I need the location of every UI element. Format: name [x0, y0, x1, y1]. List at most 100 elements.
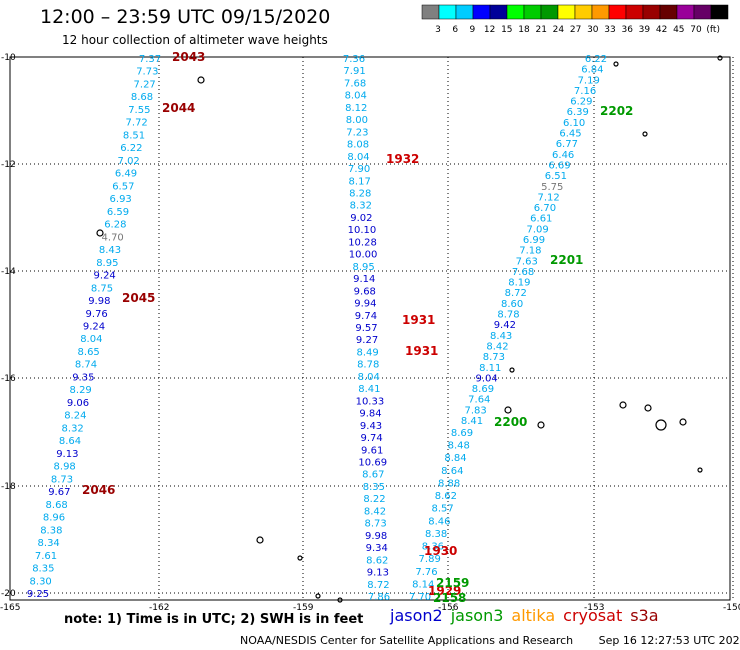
scale-label: 21: [535, 25, 546, 35]
pass-time-label: 2200: [494, 415, 527, 429]
track-b-value: 10.69: [358, 458, 387, 469]
pass-time-label: 2158: [433, 591, 466, 605]
track-b-value: 7.36: [343, 54, 365, 65]
track-b-value: 7.86: [368, 592, 390, 603]
track-c-value: 7.16: [574, 86, 596, 97]
credit-line: NOAA/NESDIS Center for Satellite Applica…: [240, 634, 740, 647]
track-c-value: 6.22: [585, 54, 607, 65]
track-b-value: 9.98: [365, 531, 387, 542]
color-swatch: [523, 4, 542, 20]
satellite-jason3: jason3: [450, 606, 504, 625]
scale-label: 45: [673, 25, 684, 35]
track-d-value: 8.14: [412, 579, 434, 590]
track-a-value: 7.27: [134, 79, 156, 90]
track-b-value: 9.02: [350, 213, 372, 224]
track-a-value: 8.04: [80, 334, 102, 345]
lat-label: -20: [1, 589, 16, 599]
map-grid: -10 -12 -14 -16 -18 -20 -165 -162 -159 -156 -153 -1…: [0, 53, 740, 613]
track-b-value: 9.13: [367, 568, 389, 579]
color-swatch: [472, 4, 491, 20]
track-d-value: 7.76: [415, 567, 437, 578]
credit-text: NOAA/NESDIS Center for Satellite Applica…: [240, 634, 574, 647]
color-swatch: [676, 4, 695, 20]
track-c-value: 7.19: [578, 75, 600, 86]
track-c-value: 8.42: [486, 341, 508, 352]
scale-label: 9: [470, 25, 476, 35]
track-c-value: 6.99: [523, 235, 545, 246]
pass-time-label: 2044: [162, 101, 195, 115]
satellite-jason2: jason2: [390, 606, 443, 625]
track-b-value: 9.94: [354, 299, 376, 310]
track-b-value: 9.74: [355, 311, 377, 322]
track-b-value: 8.04: [345, 91, 367, 102]
island-outline: [697, 467, 703, 473]
color-swatch: [608, 4, 627, 20]
island-outline: [642, 131, 648, 137]
pass-time-label: 2045: [122, 291, 155, 305]
satellite-altika: altika: [511, 606, 556, 625]
lat-label: -12: [1, 160, 16, 170]
track-b-value: 10.33: [356, 396, 385, 407]
pass-time-label: 2159: [436, 576, 469, 590]
island-outline: [613, 61, 619, 67]
timestamp-text: Sep 16 12:27:53 UTC 2020: [598, 634, 740, 647]
track-d-value: 8.64: [441, 466, 463, 477]
scale-label: 3: [435, 25, 441, 35]
track-c-value: 8.73: [483, 352, 505, 363]
satellite-legend: jason2 jason3 altika cryosat s3a: [390, 606, 667, 625]
track-d-value: 8.46: [428, 516, 450, 527]
track-b-value: 9.68: [354, 286, 376, 297]
track-c-value: 7.63: [516, 256, 538, 267]
track-a-value: 6.57: [112, 181, 134, 192]
track-a-value: 9.25: [27, 589, 49, 600]
lon-label: -165: [0, 603, 20, 613]
track-c-value: 8.43: [490, 331, 512, 342]
pass-time-label: 1929: [428, 584, 461, 598]
track-a-value: 9.35: [72, 372, 94, 383]
track-a-value: 9.98: [88, 296, 110, 307]
track-c-value: 6.77: [556, 139, 578, 150]
track-a-value: 6.49: [115, 169, 137, 180]
track-b-value: 7.68: [344, 78, 366, 89]
pass-time-label: 1930: [424, 544, 457, 558]
track-c-value: 9.04: [475, 373, 497, 384]
lon-label: -150: [723, 603, 740, 613]
track-b-value: 8.49: [357, 347, 379, 358]
pass-time-labels: 2043 2044 2045 2046 1932 1931 1931 1930 1929 2202…: [82, 50, 633, 605]
scale-label: 33: [604, 25, 615, 35]
pass-time-label: 1931: [402, 313, 435, 327]
pass-time-label: 2201: [550, 253, 583, 267]
track-c-value: 9.42: [494, 320, 516, 331]
color-scale-legend: 3 6 9 12 15 18 21 24 27 30 33 36 39 42 45 70 (ft): [421, 4, 729, 35]
track-c-value: 6.70: [534, 203, 556, 214]
track-a-value: 8.75: [91, 283, 113, 294]
island-outline: [509, 367, 515, 373]
scale-label: 27: [570, 25, 581, 35]
track-c-value: 6.84: [581, 65, 603, 76]
track-a-value: 9.76: [86, 309, 108, 320]
island-outline: [96, 229, 104, 237]
scale-label: 30: [587, 25, 599, 35]
scale-label: 24: [553, 25, 565, 35]
track-c-value: 5.75: [541, 182, 563, 193]
lon-label: -153: [584, 603, 604, 613]
pass-time-label: 2202: [600, 104, 633, 118]
track-b-value: 8.41: [358, 384, 380, 395]
track-a-value: 9.24: [94, 271, 116, 282]
track-c-value: 7.64: [468, 395, 490, 406]
track-a-value: 8.51: [123, 130, 145, 141]
color-swatch: [540, 4, 559, 20]
lon-label: -159: [293, 603, 314, 613]
islands: [96, 55, 723, 603]
scale-label: 15: [501, 25, 512, 35]
track-a-value: 8.43: [99, 245, 121, 256]
lat-label: -10: [1, 53, 16, 63]
track-a-value: 8.73: [51, 474, 73, 485]
color-swatch: [591, 4, 610, 20]
track-d-value: 8.36: [422, 542, 444, 553]
color-swatch: [489, 4, 508, 20]
track-b-value: 8.78: [357, 360, 379, 371]
track-c-value: 7.09: [527, 224, 549, 235]
track-a-value: 8.68: [131, 92, 153, 103]
map-title: 12:00 – 23:59 UTC 09/15/2020: [40, 6, 331, 28]
